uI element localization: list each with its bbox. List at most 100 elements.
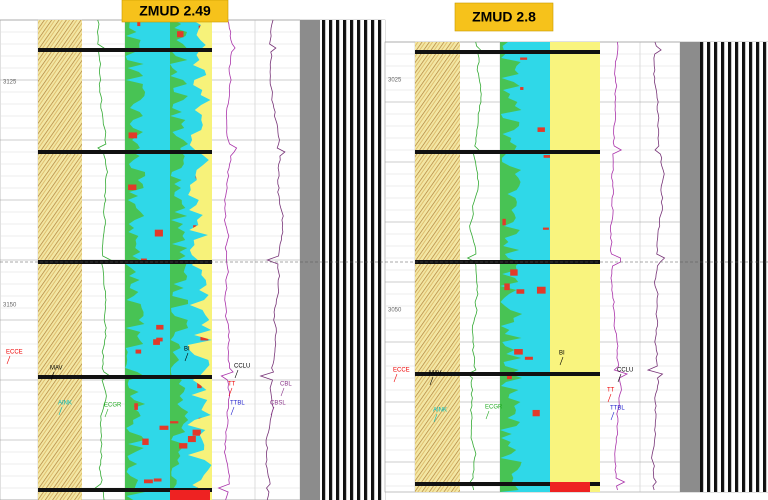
- image-spot: [502, 218, 506, 226]
- log-panel: 3125 3150 ECCE MAV AINK ECGR BI CCLU TT TTBL CBL CB…: [0, 19, 386, 500]
- label-pointer: [280, 387, 285, 397]
- vdl-track: [700, 42, 768, 492]
- gray-track: [300, 20, 320, 500]
- casing-collar: [415, 372, 600, 376]
- curve-label: ECGR: [485, 405, 503, 411]
- label-pointer: [559, 356, 564, 366]
- curve-label: BI: [184, 347, 190, 353]
- log-curve: [217, 19, 238, 500]
- image-spot: [516, 289, 525, 294]
- curve-label: ECCE: [393, 368, 410, 374]
- casing-collar: [415, 50, 600, 54]
- curve-label: BI: [559, 351, 565, 357]
- curve-label: MAV: [50, 366, 63, 372]
- curve-label: TTBL: [610, 406, 625, 412]
- label-pointer: [610, 411, 615, 421]
- label-pointer: [184, 352, 189, 362]
- image-spot: [510, 269, 518, 276]
- image-spot: [177, 31, 184, 38]
- image-spot: [153, 478, 162, 482]
- label-pointer: [485, 410, 490, 420]
- label-pointer: [393, 373, 398, 383]
- panel-title: ZMUD 2.8: [472, 9, 536, 25]
- log-curve: [646, 41, 666, 491]
- image-spot: [532, 409, 540, 417]
- title-box: [454, 2, 554, 32]
- image-spot: [542, 227, 549, 230]
- curve-label: TTBL: [230, 401, 245, 407]
- image-spot: [179, 443, 188, 449]
- image-spot: [193, 225, 197, 229]
- label-pointer: [617, 373, 622, 383]
- casing-collar: [38, 150, 212, 154]
- image-spot: [543, 155, 552, 158]
- image-spot: [520, 57, 528, 60]
- image-spot: [506, 374, 512, 380]
- curve-label: AINK: [58, 401, 72, 407]
- image-spot: [197, 381, 202, 389]
- image-spot: [142, 438, 149, 445]
- label-pointer: [58, 406, 63, 416]
- image-spot: [504, 283, 510, 291]
- image-spot: [153, 339, 160, 345]
- curve-label: CCLU: [617, 368, 633, 374]
- image-spot: [514, 349, 523, 355]
- image-spot: [520, 87, 524, 90]
- image-spot: [143, 479, 153, 484]
- image-spot: [135, 349, 142, 354]
- casing-collar: [38, 48, 212, 52]
- label-pointer: [607, 393, 612, 403]
- label-pointer: [433, 413, 438, 423]
- label-pointer: [270, 406, 275, 416]
- curve-label: CBSL: [270, 401, 286, 407]
- vdl-track: [320, 20, 385, 500]
- curve-label: CCLU: [234, 364, 250, 370]
- image-spot: [536, 286, 546, 294]
- depth-label: 3050: [388, 308, 402, 314]
- curve-label: ECCE: [6, 350, 23, 356]
- bottom-marker: [550, 482, 590, 492]
- casing-collar: [415, 482, 600, 486]
- label-pointer: [6, 355, 11, 365]
- image-spot: [159, 425, 169, 430]
- log-panel: 3025 3050 ECCE MAV AINK ECGR BI CCLU TT TTBL: [384, 41, 768, 493]
- image-spot: [537, 127, 545, 132]
- label-pointer: [50, 371, 55, 381]
- amplitude-track: [550, 42, 600, 492]
- curve-label: ECGR: [104, 403, 122, 409]
- curve-label: TT: [607, 388, 615, 394]
- image-spot: [170, 421, 179, 424]
- image-spot: [200, 336, 209, 341]
- panel-title: ZMUD 2.49: [139, 3, 211, 19]
- image-spot: [187, 436, 196, 443]
- image-track: [415, 42, 460, 492]
- curve-label: AINK: [433, 408, 447, 414]
- log-curve: [259, 19, 286, 500]
- title-box: [121, 0, 229, 23]
- curve-label: TT: [228, 382, 236, 388]
- gray-track: [680, 42, 700, 492]
- image-spot: [154, 229, 163, 237]
- bottom-marker: [170, 490, 210, 500]
- label-pointer: [228, 387, 233, 397]
- casing-collar: [415, 150, 600, 154]
- log-curve: [466, 41, 482, 491]
- image-spot: [137, 21, 141, 27]
- image-spot: [134, 403, 138, 410]
- label-pointer: [429, 376, 434, 386]
- image-texture: [500, 42, 523, 492]
- depth-label: 3125: [3, 80, 17, 86]
- label-pointer: [104, 408, 109, 418]
- depth-label: 3150: [3, 303, 17, 309]
- label-pointer: [234, 369, 239, 379]
- casing-collar: [38, 375, 212, 379]
- image-spot: [128, 132, 138, 139]
- label-pointer: [230, 406, 235, 416]
- depth-label: 3025: [388, 78, 402, 84]
- curve-label: MAV: [429, 371, 442, 377]
- image-spot: [192, 429, 201, 436]
- log-curve: [609, 41, 629, 491]
- image-texture: [170, 20, 189, 500]
- image-spot: [156, 324, 164, 330]
